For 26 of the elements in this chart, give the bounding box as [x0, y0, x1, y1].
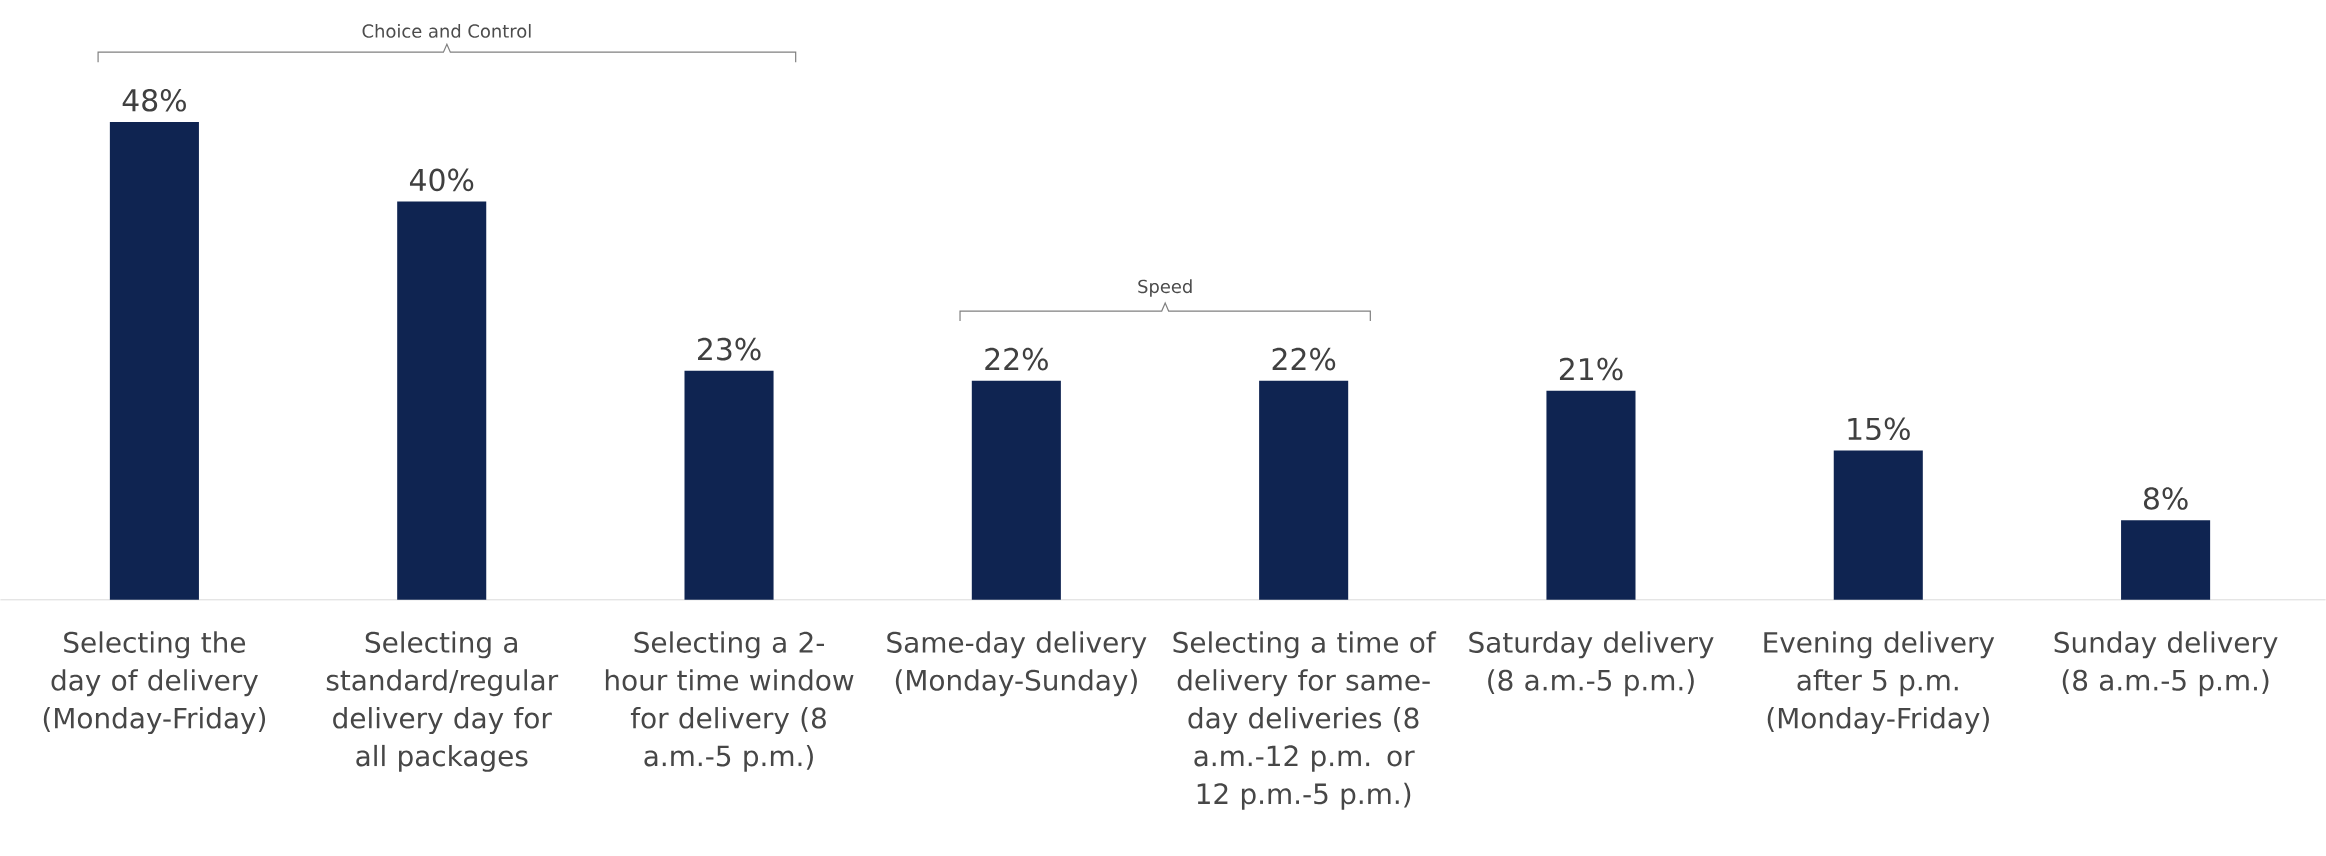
data-label: 15% [1848, 417, 1910, 441]
bar [109, 122, 199, 600]
text: Choice and Control [362, 24, 531, 38]
x-tick-label: Selecting the day of delivery (Monday-Friday) [43, 631, 266, 735]
annotation: Speed [1138, 279, 1192, 297]
data-label: 40% [409, 168, 474, 192]
data-label: 23% [698, 337, 761, 361]
data-label: 8% [2143, 487, 2188, 510]
bar [397, 201, 487, 600]
bar [1833, 450, 1923, 600]
x-tick-label: Same-day delivery (Monday-Sunday) [887, 631, 1147, 697]
x-tick-label: Selecting a 2-hour time window for delivery (8 a.m.-5 p.m.) [605, 631, 854, 773]
x-tick-label: Selecting a standard/regular delivery day for all packages [326, 631, 559, 773]
x-tick-label: Evening delivery after 5 p.m. (Monday-Friday) [1764, 631, 1995, 735]
x-tick-label: Sunday delivery (8 a.m.-5 p.m.) [2054, 631, 2278, 697]
bar [1546, 390, 1636, 600]
bar [1259, 380, 1349, 600]
bar [2121, 520, 2211, 600]
bar [684, 370, 774, 600]
data-label: 22% [985, 347, 1048, 371]
data-label: 22% [1272, 347, 1336, 371]
x-tick-label: Selecting a time of delivery for same-day deliveries (8 a.m.-12 p.m. or 12 p.m.-5 p.m.) [1173, 631, 1437, 810]
x-tick-label: Saturday delivery (8 a.m.-5 p.m.) [1469, 631, 1714, 697]
bar [971, 380, 1061, 600]
data-label: 21% [1559, 357, 1623, 381]
data-label: 48% [122, 89, 186, 112]
